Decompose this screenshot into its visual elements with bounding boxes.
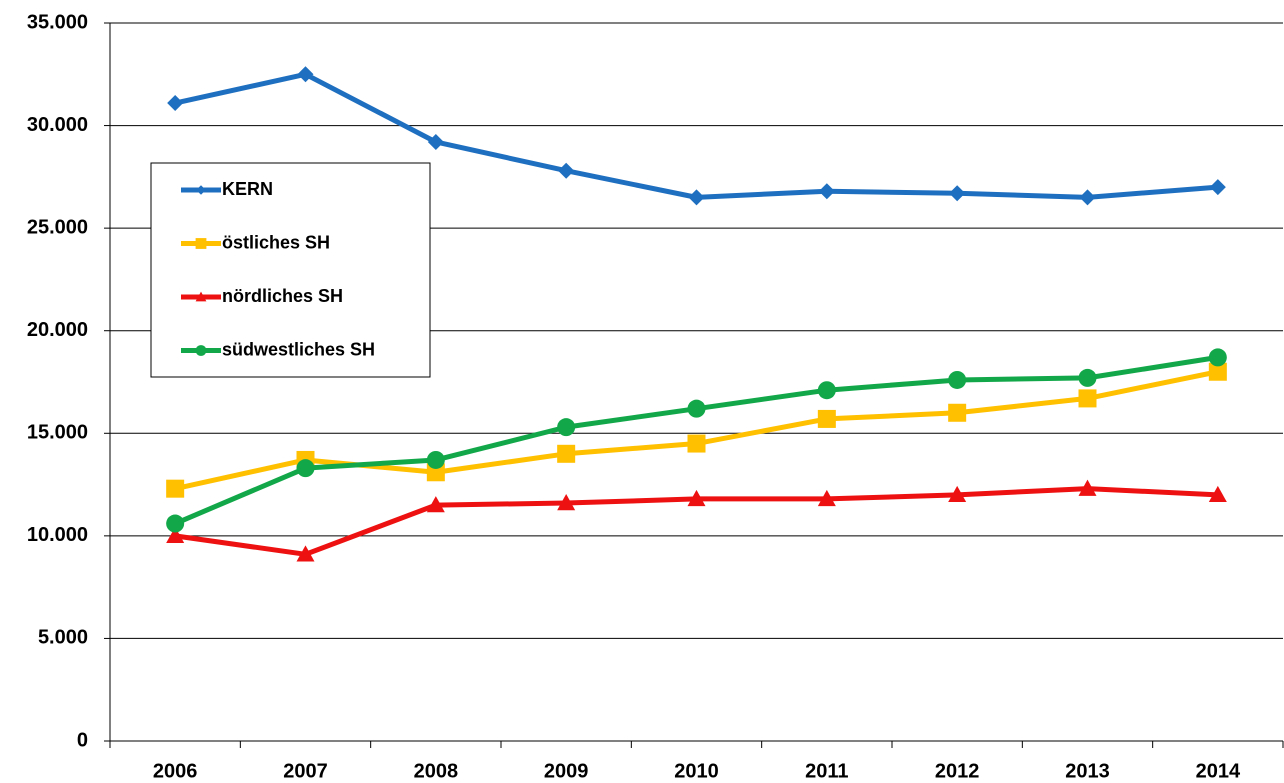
x-tick-label: 2011 <box>805 760 848 782</box>
y-tick-label: 35.000 <box>27 11 88 33</box>
y-tick-label: 20.000 <box>27 319 88 341</box>
marker <box>948 403 967 422</box>
legend-box <box>150 162 431 378</box>
marker <box>296 545 315 562</box>
marker <box>1078 368 1097 387</box>
marker <box>1209 179 1226 196</box>
marker <box>166 514 185 533</box>
marker <box>557 418 576 437</box>
y-tick-label: 0 <box>77 729 88 751</box>
x-tick-label: 2007 <box>283 760 328 782</box>
marker <box>557 444 576 463</box>
x-tick-label: 2013 <box>1065 760 1110 782</box>
marker <box>195 291 207 302</box>
marker <box>426 463 445 482</box>
x-tick-label: 2008 <box>414 760 459 782</box>
y-tick-label: 5.000 <box>38 627 88 649</box>
marker <box>948 370 967 389</box>
y-tick-label: 15.000 <box>27 422 88 444</box>
marker <box>1208 485 1227 503</box>
marker <box>297 66 314 83</box>
series-line <box>174 369 1219 492</box>
marker <box>196 185 206 195</box>
marker <box>426 496 445 513</box>
marker <box>1078 389 1097 408</box>
marker <box>949 185 966 202</box>
marker <box>1079 189 1096 206</box>
legend-label: südwestliches SH <box>222 339 375 359</box>
x-tick-label: 2009 <box>544 760 589 782</box>
marker <box>557 494 576 511</box>
x-tick-label: 2014 <box>1196 760 1241 782</box>
y-tick-label: 10.000 <box>27 524 88 546</box>
y-tick-label: 25.000 <box>27 216 88 238</box>
marker <box>167 95 184 112</box>
legend-label: nördliches SH <box>222 286 343 306</box>
marker <box>817 489 836 507</box>
y-tick-label: 30.000 <box>27 114 88 136</box>
marker <box>817 409 836 428</box>
marker <box>1078 479 1097 496</box>
marker <box>817 381 836 400</box>
marker <box>687 434 706 453</box>
marker <box>948 485 967 503</box>
marker <box>558 162 575 179</box>
marker <box>195 345 207 356</box>
marker <box>166 479 185 498</box>
marker <box>688 189 705 206</box>
marker <box>687 489 706 507</box>
marker <box>195 238 207 249</box>
marker <box>296 459 315 478</box>
x-tick-label: 2010 <box>674 760 719 782</box>
marker <box>818 183 835 200</box>
x-tick-label: 2006 <box>153 760 198 782</box>
legend-label: östliches SH <box>222 232 330 252</box>
marker <box>426 450 445 469</box>
marker <box>1208 348 1227 367</box>
marker <box>427 133 444 150</box>
legend-label: KERN <box>222 179 273 199</box>
marker <box>1208 362 1227 381</box>
marker <box>687 399 706 418</box>
x-tick-label: 2012 <box>935 760 980 782</box>
legend: KERN östliches SH nördliches SH südwestlich… <box>150 162 431 378</box>
marker <box>166 526 185 544</box>
